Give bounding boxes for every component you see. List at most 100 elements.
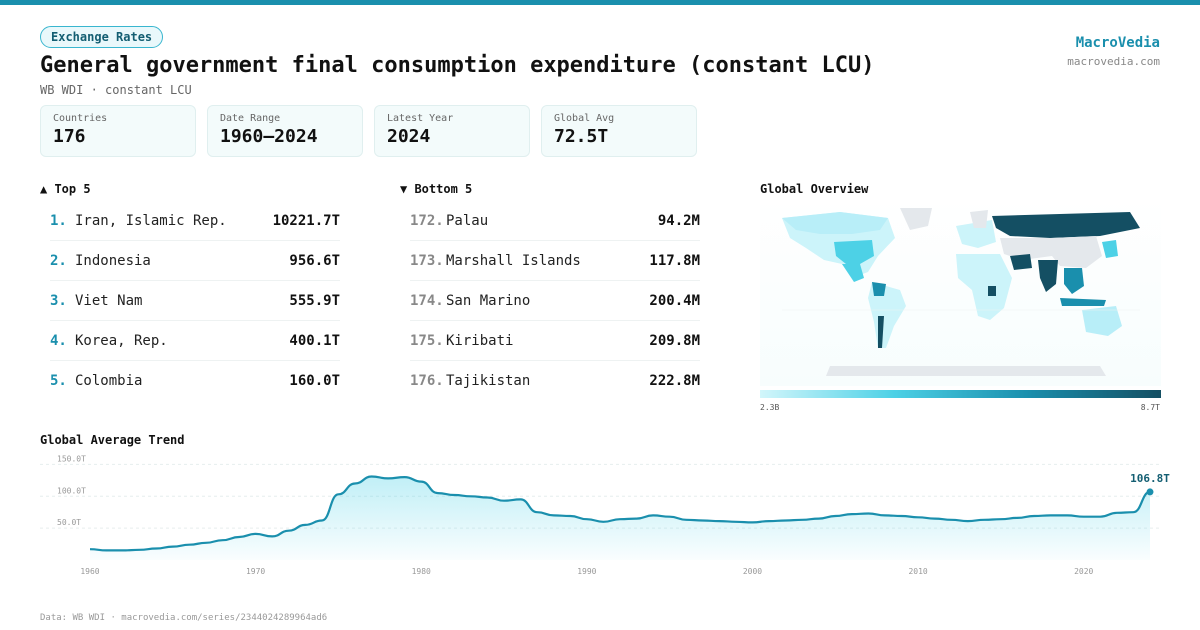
world-map-svg	[782, 208, 1140, 376]
map-region-indonesia	[1060, 298, 1106, 306]
map-heading: Global Overview	[760, 182, 869, 196]
world-map[interactable]	[760, 198, 1161, 386]
x-tick-label: 2020	[1074, 567, 1093, 576]
list-item[interactable]: 173. Marshall Islands 117.8M	[410, 241, 700, 281]
country-value: 94.2M	[657, 212, 700, 229]
map-region-chile	[878, 316, 884, 348]
x-tick-label: 1960	[80, 567, 99, 576]
map-color-legend	[760, 390, 1161, 398]
country-name: Iran, Islamic Rep.	[75, 212, 227, 229]
map-region-canada	[782, 212, 888, 234]
country-name: Tajikistan	[446, 373, 531, 389]
bottom5-heading: ▼ Bottom 5	[400, 182, 473, 196]
list-item[interactable]: 172. Palau 94.2M	[410, 201, 700, 241]
map-region-india	[1038, 260, 1058, 292]
rank-number: 2.	[50, 252, 67, 269]
x-tick-label: 2000	[743, 567, 762, 576]
x-tick-label: 1990	[577, 567, 596, 576]
page-subtitle: WB WDI · constant LCU	[40, 83, 192, 97]
rank-number: 175.	[410, 332, 444, 349]
list-item[interactable]: 175. Kiribati 209.8M	[410, 321, 700, 361]
rank-number: 172.	[410, 212, 444, 229]
y-tick-label: 100.0T	[57, 486, 86, 495]
trend-line	[89, 475, 1151, 552]
trend-area	[90, 476, 1150, 560]
stat-value: 1960–2024	[220, 126, 318, 147]
list-item[interactable]: 3. Viet Nam 555.9T	[50, 281, 340, 321]
list-item[interactable]: 4. Korea, Rep. 400.1T	[50, 321, 340, 361]
country-name: Marshall Islands	[446, 252, 581, 269]
map-region-china	[1052, 236, 1102, 268]
map-region-africa	[956, 254, 1012, 320]
map-region-australia	[1082, 306, 1122, 336]
footer-source[interactable]: Data: WB WDI · macrovedia.com/series/234…	[40, 613, 328, 623]
stat-label: Countries	[53, 113, 108, 124]
country-value: 10221.7T	[272, 212, 340, 229]
rank-number: 173.	[410, 252, 444, 269]
country-name: Indonesia	[75, 252, 151, 269]
bottom5-list: 172. Palau 94.2M 173. Marshall Islands 1…	[410, 201, 700, 401]
map-region-africa-dark	[988, 286, 996, 296]
map-region-colombia	[872, 282, 886, 296]
map-region-usa	[834, 240, 874, 264]
map-region-greenland	[900, 208, 932, 230]
country-value: 160.0T	[289, 373, 340, 389]
brand-logo[interactable]: MacroVedia	[1075, 35, 1160, 51]
stat-value: 176	[53, 126, 86, 147]
x-tick-label: 1970	[246, 567, 265, 576]
stat-card-global-avg: Global Avg 72.5T	[541, 105, 697, 157]
country-name: San Marino	[446, 292, 531, 309]
list-item[interactable]: 2. Indonesia 956.6T	[50, 241, 340, 281]
y-tick-label: 50.0T	[57, 518, 81, 527]
country-name: Colombia	[75, 373, 143, 389]
rank-number: 4.	[50, 332, 67, 349]
stat-label: Latest Year	[387, 113, 454, 124]
stat-value: 72.5T	[554, 126, 609, 147]
last-value-label: 106.8T	[1130, 472, 1170, 485]
legend-max-label: 8.7T	[1140, 403, 1160, 412]
country-value: 956.6T	[289, 252, 340, 269]
brand-url[interactable]: macrovedia.com	[1067, 55, 1160, 68]
stat-label: Date Range	[220, 113, 281, 124]
list-item[interactable]: 174. San Marino 200.4M	[410, 281, 700, 321]
rank-number: 1.	[50, 212, 67, 229]
country-name: Viet Nam	[75, 292, 143, 309]
list-item[interactable]: 1. Iran, Islamic Rep. 10221.7T	[50, 201, 340, 241]
top-accent-bar	[0, 0, 1200, 5]
x-tick-label: 1980	[412, 567, 431, 576]
rank-number: 176.	[410, 373, 444, 389]
country-name: Korea, Rep.	[75, 332, 168, 349]
legend-min-label: 2.3B	[760, 403, 780, 412]
category-badge[interactable]: Exchange Rates	[40, 26, 164, 48]
y-tick-label: 150.0T	[57, 454, 86, 463]
country-value: 222.8M	[649, 373, 700, 389]
country-value: 200.4M	[649, 292, 700, 309]
map-region-southeast-asia	[1064, 268, 1084, 294]
stat-card-date-range: Date Range 1960–2024	[207, 105, 363, 157]
rank-number: 174.	[410, 292, 444, 309]
stat-card-latest-year: Latest Year 2024	[374, 105, 530, 157]
country-name: Kiribati	[446, 332, 514, 349]
map-region-russia	[992, 212, 1140, 238]
top5-heading: ▲ Top 5	[40, 182, 91, 196]
stat-value: 2024	[387, 126, 431, 147]
trend-heading: Global Average Trend	[40, 433, 185, 447]
rank-number: 3.	[50, 292, 67, 309]
last-data-point[interactable]	[1146, 488, 1154, 496]
country-value: 555.9T	[289, 292, 340, 309]
map-region-south-america	[868, 282, 906, 348]
map-region-mexico	[842, 264, 864, 282]
country-name: Palau	[446, 212, 489, 229]
trend-chart: 150.0T 100.0T 50.0T 1960 1970 1980 1990 2000 20…	[40, 454, 1170, 576]
page-title: General government final consumption exp…	[40, 53, 875, 78]
map-region-korea-japan	[1102, 240, 1118, 258]
list-item[interactable]: 5. Colombia 160.0T	[50, 361, 340, 401]
x-tick-label: 2010	[908, 567, 927, 576]
stat-card-countries: Countries 176	[40, 105, 196, 157]
map-region-scandinavia	[970, 210, 988, 228]
stat-label: Global Avg	[554, 113, 615, 124]
list-item[interactable]: 176. Tajikistan 222.8M	[410, 361, 700, 401]
top5-list: 1. Iran, Islamic Rep. 10221.7T 2. Indone…	[50, 201, 340, 401]
map-region-central-asia	[1000, 238, 1052, 260]
map-region-iran	[1010, 254, 1032, 270]
